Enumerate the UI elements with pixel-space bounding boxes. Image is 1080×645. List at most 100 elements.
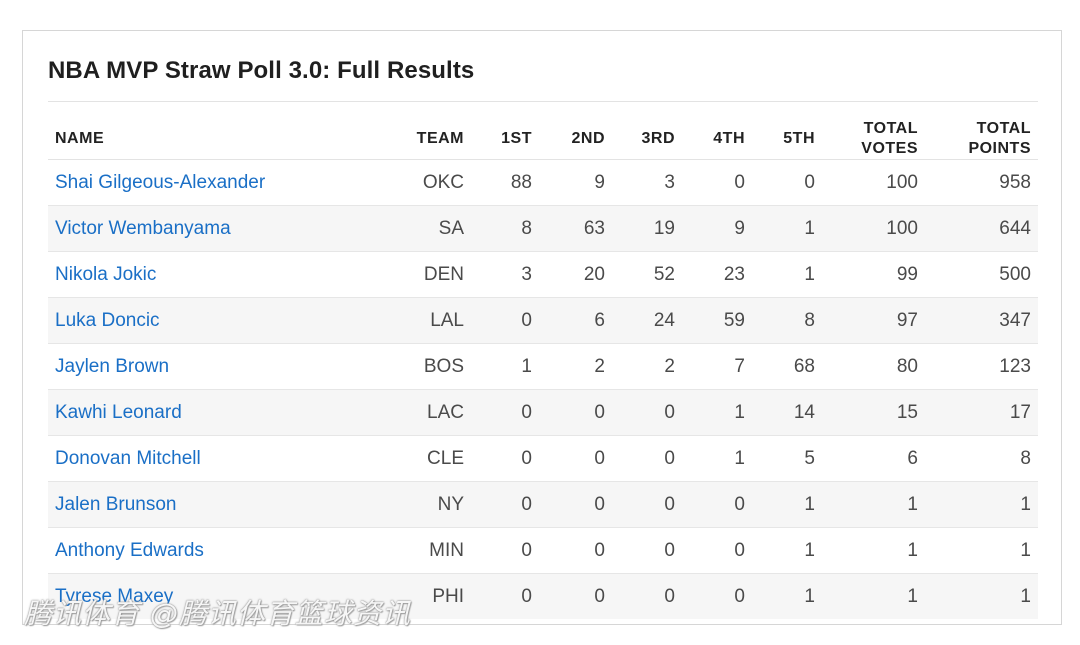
second-votes-cell: 0 [539, 573, 612, 619]
total-votes-line1: TOTAL [863, 120, 918, 137]
player-name-cell: Nikola Jokic [48, 251, 393, 298]
second-votes-cell: 20 [539, 251, 612, 298]
table-row: Jalen Brunson NY 0 0 0 0 1 1 1 [48, 481, 1038, 528]
table-row: Shai Gilgeous-Alexander OKC 88 9 3 0 0 1… [48, 159, 1038, 206]
table-row: Jaylen Brown BOS 1 2 2 7 68 80 123 [48, 343, 1038, 390]
total-votes-cell: 97 [822, 297, 925, 344]
column-header-1st: 1ST [471, 101, 539, 160]
player-name-cell: Tyrese Maxey [48, 573, 393, 619]
table-row: Victor Wembanyama SA 8 63 19 9 1 100 644 [48, 205, 1038, 252]
fifth-votes-cell: 1 [752, 481, 822, 528]
table-row: Nikola Jokic DEN 3 20 52 23 1 99 500 [48, 251, 1038, 298]
second-votes-cell: 6 [539, 297, 612, 344]
total-points-line1: TOTAL [976, 120, 1031, 137]
results-card: NBA MVP Straw Poll 3.0: Full Results NAM… [22, 30, 1062, 625]
team-cell: PHI [393, 573, 471, 619]
team-cell: MIN [393, 527, 471, 574]
second-votes-cell: 9 [539, 159, 612, 206]
first-votes-cell: 0 [471, 389, 539, 436]
fifth-votes-cell: 1 [752, 573, 822, 619]
column-header-total-points: TOTAL POINTS [925, 101, 1038, 160]
third-votes-cell: 24 [612, 297, 682, 344]
player-link[interactable]: Jaylen Brown [55, 355, 170, 377]
table-row: Donovan Mitchell CLE 0 0 0 1 5 6 8 [48, 435, 1038, 482]
total-points-cell: 1 [925, 527, 1038, 574]
column-header-2nd: 2ND [539, 101, 612, 160]
player-link[interactable]: Tyrese Maxey [55, 585, 174, 607]
team-cell: OKC [393, 159, 471, 206]
second-votes-cell: 0 [539, 389, 612, 436]
table-row: Anthony Edwards MIN 0 0 0 0 1 1 1 [48, 527, 1038, 574]
player-name-cell: Jalen Brunson [48, 481, 393, 528]
player-link[interactable]: Luka Doncic [55, 309, 160, 331]
player-name-cell: Victor Wembanyama [48, 205, 393, 252]
first-votes-cell: 3 [471, 251, 539, 298]
column-header-total-votes: TOTAL VOTES [822, 101, 925, 160]
results-table: NAME TEAM 1ST 2ND 3RD 4TH 5TH TOTAL VOTES… [48, 101, 1038, 619]
total-points-cell: 347 [925, 297, 1038, 344]
player-name-cell: Luka Doncic [48, 297, 393, 344]
team-cell: NY [393, 481, 471, 528]
fifth-votes-cell: 0 [752, 159, 822, 206]
column-header-name: NAME [48, 101, 393, 160]
fourth-votes-cell: 7 [682, 343, 752, 390]
column-header-3rd: 3RD [612, 101, 682, 160]
total-points-cell: 1 [925, 573, 1038, 619]
third-votes-cell: 0 [612, 481, 682, 528]
total-votes-cell: 15 [822, 389, 925, 436]
fourth-votes-cell: 9 [682, 205, 752, 252]
second-votes-cell: 63 [539, 205, 612, 252]
total-points-cell: 958 [925, 159, 1038, 206]
total-points-cell: 644 [925, 205, 1038, 252]
fourth-votes-cell: 1 [682, 435, 752, 482]
third-votes-cell: 2 [612, 343, 682, 390]
total-votes-cell: 1 [822, 527, 925, 574]
player-name-cell: Donovan Mitchell [48, 435, 393, 482]
total-votes-cell: 100 [822, 159, 925, 206]
column-header-5th: 5TH [752, 101, 822, 160]
watermark-text: 腾讯体育 @腾讯体育篮球资讯 [24, 597, 411, 630]
total-votes-cell: 1 [822, 481, 925, 528]
total-points-line2: POINTS [968, 140, 1031, 157]
table-row: Tyrese Maxey PHI 0 0 0 0 1 1 1 [48, 573, 1038, 619]
third-votes-cell: 0 [612, 389, 682, 436]
team-cell: LAL [393, 297, 471, 344]
player-link[interactable]: Nikola Jokic [55, 263, 157, 285]
third-votes-cell: 3 [612, 159, 682, 206]
team-cell: CLE [393, 435, 471, 482]
total-votes-cell: 6 [822, 435, 925, 482]
second-votes-cell: 0 [539, 435, 612, 482]
third-votes-cell: 0 [612, 527, 682, 574]
player-link[interactable]: Donovan Mitchell [55, 447, 201, 469]
player-link[interactable]: Anthony Edwards [55, 539, 204, 561]
total-votes-cell: 99 [822, 251, 925, 298]
first-votes-cell: 8 [471, 205, 539, 252]
player-link[interactable]: Victor Wembanyama [55, 217, 231, 239]
team-cell: LAC [393, 389, 471, 436]
player-link[interactable]: Jalen Brunson [55, 493, 177, 515]
column-header-team: TEAM [393, 101, 471, 160]
player-name-cell: Kawhi Leonard [48, 389, 393, 436]
first-votes-cell: 0 [471, 481, 539, 528]
player-link[interactable]: Kawhi Leonard [55, 401, 182, 423]
fourth-votes-cell: 1 [682, 389, 752, 436]
first-votes-cell: 0 [471, 435, 539, 482]
fourth-votes-cell: 0 [682, 159, 752, 206]
team-cell: DEN [393, 251, 471, 298]
table-row: Luka Doncic LAL 0 6 24 59 8 97 347 [48, 297, 1038, 344]
column-header-4th: 4TH [682, 101, 752, 160]
fifth-votes-cell: 1 [752, 527, 822, 574]
fourth-votes-cell: 23 [682, 251, 752, 298]
team-cell: BOS [393, 343, 471, 390]
total-points-cell: 1 [925, 481, 1038, 528]
fourth-votes-cell: 0 [682, 527, 752, 574]
fifth-votes-cell: 8 [752, 297, 822, 344]
total-votes-cell: 1 [822, 573, 925, 619]
table-header-row: NAME TEAM 1ST 2ND 3RD 4TH 5TH TOTAL VOTES… [48, 101, 1038, 160]
player-link[interactable]: Shai Gilgeous-Alexander [55, 171, 266, 193]
total-votes-cell: 100 [822, 205, 925, 252]
total-points-cell: 17 [925, 389, 1038, 436]
fifth-votes-cell: 5 [752, 435, 822, 482]
fifth-votes-cell: 14 [752, 389, 822, 436]
third-votes-cell: 19 [612, 205, 682, 252]
